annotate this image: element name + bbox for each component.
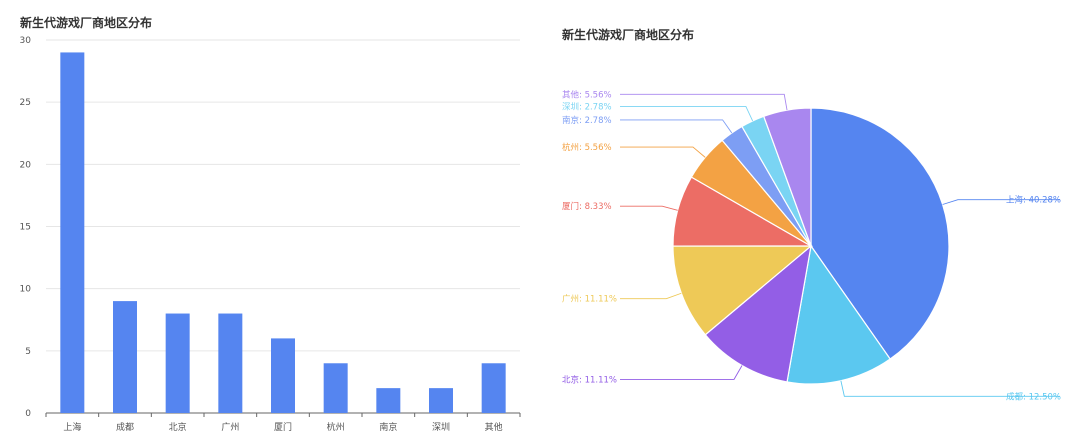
pie-slice-label: 深圳: 2.78%	[562, 101, 612, 112]
pie-slice	[786, 244, 892, 385]
bar-chart-svg: 0 5 10 15 20 25 30 上海 成都 北京 广州 厦门 杭州 南京 深圳 其他	[20, 36, 521, 433]
pie-chart-title: 新生代游戏厂商地区分布	[562, 28, 695, 42]
pie-leader-line	[620, 93, 788, 111]
bar-chart-panel: 新生代游戏厂商地区分布 0 5 10 15 20 25 30 上海 成都 北京 广州 厦门 杭州 南京 深圳…	[20, 16, 521, 433]
pie-leader-line	[620, 292, 682, 300]
bar	[113, 301, 137, 413]
y-tick-label: 30	[20, 36, 32, 46]
pie-slice	[763, 107, 812, 247]
bar	[323, 363, 348, 413]
bar	[376, 388, 401, 413]
pie-slice-label: 北京: 11.11%	[562, 374, 617, 385]
x-tick-label: 杭州	[327, 421, 345, 433]
y-tick-label: 20	[20, 160, 32, 170]
bar	[481, 363, 506, 413]
bar	[60, 52, 85, 413]
y-tick-label: 5	[25, 347, 31, 357]
pie-leader-line	[840, 380, 1060, 397]
pie-leader-line	[620, 105, 754, 122]
pie-slice-label: 上海: 40.28%	[1006, 195, 1061, 206]
x-tick-label: 其他	[485, 421, 503, 433]
pie-slice-label: 广州: 11.11%	[562, 294, 617, 305]
x-tick-label: 北京	[169, 421, 187, 433]
y-tick-label: 10	[20, 285, 32, 295]
x-tick-label: 深圳	[432, 422, 450, 433]
pie-slice-label: 其他: 5.56%	[562, 89, 612, 100]
pie-chart-panel: 新生代游戏厂商地区分布 上海: 40.28% 成都: 12.50% 北京: 11.1…	[540, 0, 1080, 445]
pie-slice	[810, 107, 950, 360]
y-tick-label: 0	[25, 409, 31, 419]
pie-leader-line	[620, 205, 678, 211]
bar	[271, 338, 295, 413]
x-tick-label: 广州	[221, 421, 239, 433]
pie-leader-line	[942, 199, 1060, 205]
pie-leader-line	[620, 365, 743, 380]
pie-slice-label: 厦门: 8.33%	[562, 201, 612, 212]
x-tick-label: 上海	[63, 421, 81, 433]
bar	[218, 313, 243, 413]
x-tick-label: 南京	[379, 421, 397, 433]
bar	[429, 388, 453, 413]
pie-leader-line	[620, 146, 706, 158]
pie-chart-svg: 上海: 40.28% 成都: 12.50% 北京: 11.11% 广州: 11.11%…	[562, 89, 1061, 402]
pie-slice-label: 成都: 12.50%	[1006, 391, 1061, 402]
pie-leader-line	[620, 119, 733, 134]
y-tick-label: 15	[20, 223, 31, 233]
y-tick-label: 25	[20, 98, 31, 108]
x-tick-label: 厦门	[274, 421, 292, 433]
pie-slice-label: 杭州: 5.56%	[562, 142, 612, 153]
bar-chart-title: 新生代游戏厂商地区分布	[20, 16, 153, 30]
bar	[165, 313, 190, 413]
pie-slice-label: 南京: 2.78%	[562, 115, 612, 126]
x-tick-label: 成都	[116, 421, 134, 433]
